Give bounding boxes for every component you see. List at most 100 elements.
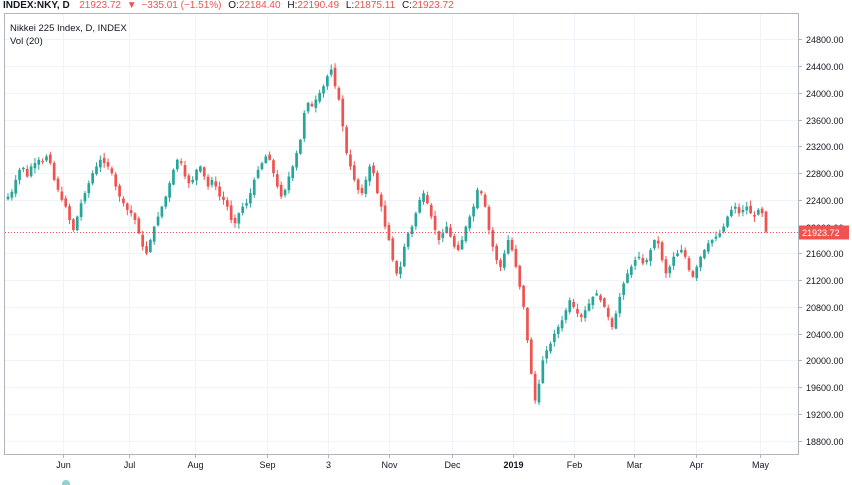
candle-down: [426, 195, 429, 204]
candle-down: [222, 196, 225, 200]
symbol-header: INDEX:NKY, D 21923.72 ▼ −335.01 (−1.51%)…: [0, 0, 852, 12]
candle-up: [295, 153, 298, 168]
candle-up: [306, 102, 310, 112]
candle-down: [656, 240, 660, 244]
symbol-name: INDEX:NKY, D: [3, 0, 70, 11]
candle-up: [291, 166, 295, 179]
candle-down: [395, 261, 398, 274]
candle-up: [422, 193, 425, 202]
x-tick-label: 2019: [503, 460, 523, 470]
candle-up: [237, 213, 241, 224]
candle-up: [503, 253, 506, 268]
candle-up: [595, 293, 599, 296]
candle-up: [418, 199, 422, 213]
plot-frame: [4, 13, 799, 455]
candle-down: [60, 191, 64, 200]
candle-down: [48, 154, 52, 164]
y-tick-label: 18800.00: [806, 437, 844, 447]
candle-down: [214, 181, 218, 187]
candle-down: [25, 168, 29, 177]
volume-toggle-icon[interactable]: [62, 480, 70, 485]
candle-up: [264, 156, 268, 164]
candle-up: [410, 226, 414, 235]
candle-down: [356, 179, 360, 190]
candle-up: [622, 283, 625, 296]
candle-up: [476, 189, 479, 209]
candle-up: [210, 179, 214, 185]
candle-up: [626, 273, 629, 283]
x-tick-label: Jun: [56, 460, 71, 470]
x-tick-label: Aug: [187, 460, 203, 470]
candle-up: [718, 233, 722, 237]
candle-down: [433, 215, 437, 230]
candle-up: [302, 112, 306, 139]
candle-up: [22, 167, 25, 170]
candle-down: [387, 225, 391, 241]
candle-down: [510, 240, 514, 251]
candle-down: [229, 205, 233, 220]
y-tick-label: 21200.00: [806, 276, 844, 286]
candle-up: [445, 226, 448, 234]
candle-up: [6, 196, 10, 200]
candle-down: [372, 165, 375, 174]
candle-down: [599, 295, 602, 301]
candle-down: [310, 104, 314, 107]
candle-down: [452, 236, 456, 247]
candle-up: [45, 156, 48, 161]
candle-up: [633, 260, 637, 266]
candle-up: [441, 233, 445, 239]
price-axis[interactable]: 24800.00 24400.00 24000.00 23600.00 23200.00…: [798, 35, 849, 447]
y-tick-label: 24000.00: [806, 89, 844, 99]
candle-down: [610, 318, 614, 327]
candle-up: [260, 163, 264, 170]
candle-up: [368, 166, 372, 182]
legend-volume[interactable]: Vol (20): [10, 36, 43, 47]
last-price: 21923.72: [79, 0, 121, 11]
candle-up: [730, 209, 733, 217]
candle-down: [68, 206, 71, 220]
candle-up: [318, 92, 322, 102]
candle-up: [37, 159, 41, 165]
candle-up: [553, 333, 556, 343]
candle-up: [91, 173, 94, 184]
y-tick-label: 23600.00: [806, 116, 844, 126]
candle-up: [314, 99, 318, 108]
candle-up: [95, 166, 98, 175]
candle-down: [391, 238, 395, 261]
candle-up: [175, 159, 179, 170]
candle-up: [164, 196, 168, 207]
candle-down: [179, 161, 183, 164]
candle-down: [764, 211, 768, 232]
candle-up: [98, 159, 102, 168]
candle-up: [172, 169, 175, 185]
candle-down: [183, 165, 187, 177]
candle-down: [114, 174, 118, 187]
x-tick-label: Jul: [124, 460, 136, 470]
candle-up: [402, 246, 406, 267]
candle-down: [360, 188, 364, 194]
candle-up: [33, 163, 37, 169]
candle-up: [645, 260, 649, 263]
time-axis[interactable]: Jun Jul Aug Sep 3 Nov Dec 2019 Feb Mar Apr May: [56, 454, 769, 470]
candle-down: [579, 314, 583, 317]
candle-down: [118, 185, 121, 197]
candle-down: [749, 205, 752, 214]
candles: [5, 63, 798, 406]
candle-up: [649, 250, 652, 262]
candle-up: [79, 203, 83, 217]
candle-up: [668, 266, 672, 274]
y-tick-label: 20800.00: [806, 303, 844, 313]
candle-down: [133, 213, 137, 220]
candle-up: [241, 206, 245, 214]
candle-down: [187, 175, 191, 184]
candle-up: [722, 226, 726, 232]
candle-down: [495, 246, 499, 261]
candle-down: [141, 234, 145, 247]
price-change: −335.01 (−1.51%): [141, 0, 222, 11]
candle-up: [560, 320, 564, 329]
candle-up: [733, 206, 737, 209]
y-tick-label: 20000.00: [806, 356, 844, 366]
candle-up: [464, 226, 468, 242]
candle-down: [483, 194, 487, 207]
